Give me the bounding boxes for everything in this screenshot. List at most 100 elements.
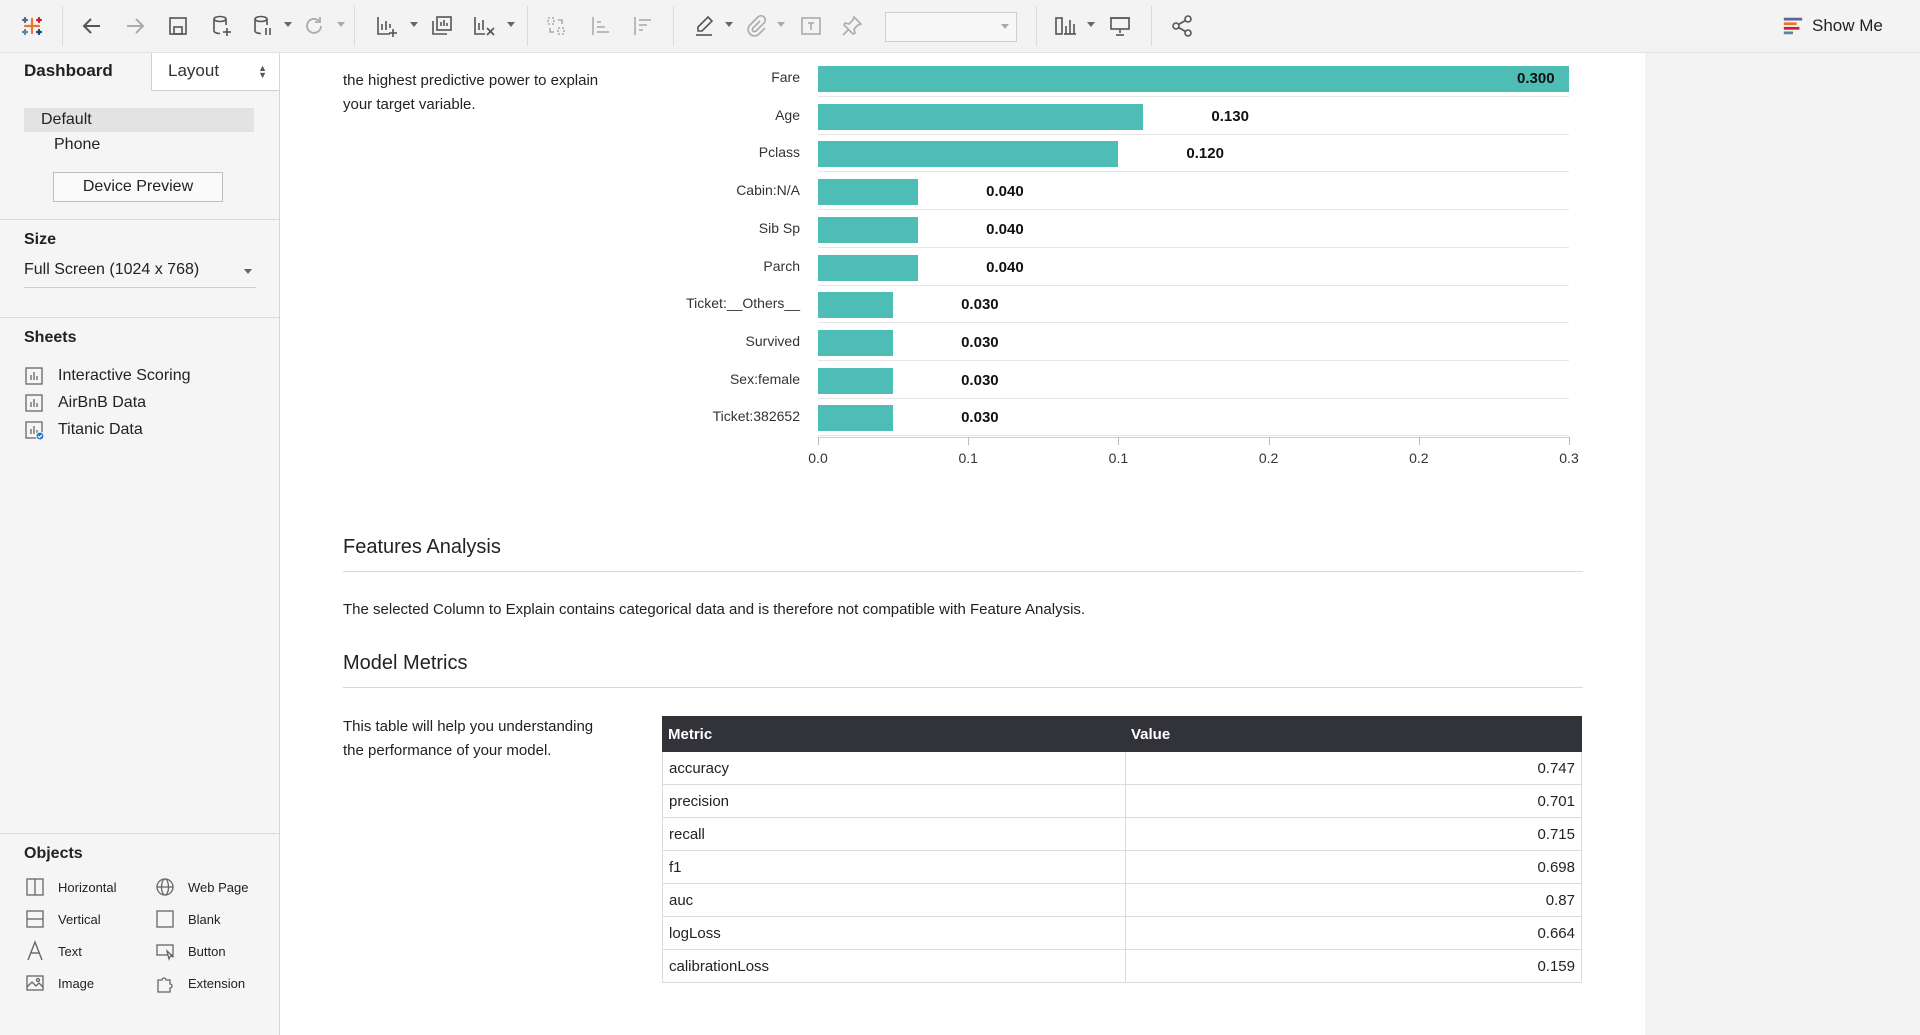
table-row[interactable]: recall 0.715 xyxy=(662,817,1582,851)
labels-icon[interactable] xyxy=(795,10,827,42)
x-axis-tick-label: 0.1 xyxy=(958,450,978,466)
metric-cell: logLoss xyxy=(662,916,1126,950)
show-cards-dropdown-icon[interactable] xyxy=(1087,22,1095,27)
new-worksheet-dropdown-icon[interactable] xyxy=(410,22,418,27)
pause-updates-icon[interactable] xyxy=(246,10,278,42)
tableau-logo-icon[interactable] xyxy=(16,10,48,42)
chart-bar[interactable] xyxy=(818,254,919,281)
table-row[interactable]: f1 0.698 xyxy=(662,850,1582,884)
worksheet-icon xyxy=(25,394,43,412)
chart-bar[interactable] xyxy=(818,141,1119,168)
undo-icon[interactable] xyxy=(76,10,108,42)
sort-ascending-icon[interactable] xyxy=(584,10,616,42)
bar-value-label: 0.040 xyxy=(986,220,1024,238)
table-row[interactable]: auc 0.87 xyxy=(662,883,1582,917)
chart-bar[interactable] xyxy=(818,179,919,206)
bar-category-label: Pclass xyxy=(758,144,800,161)
clear-sheet-dropdown-icon[interactable] xyxy=(507,22,515,27)
value-cell: 0.701 xyxy=(1125,784,1582,818)
chart-bar[interactable] xyxy=(818,329,894,356)
x-axis-tick-label: 0.0 xyxy=(808,450,828,466)
sheets-heading: Sheets xyxy=(24,329,77,346)
chart-bar[interactable] xyxy=(818,216,919,243)
new-data-source-icon[interactable] xyxy=(205,10,237,42)
sheet-item-interactive-scoring[interactable]: Interactive Scoring xyxy=(24,364,191,388)
clear-sheet-icon[interactable] xyxy=(468,10,500,42)
chart-bar[interactable] xyxy=(818,367,894,394)
device-preview-button[interactable]: Device Preview xyxy=(53,172,223,202)
sheet-item-airbnb-data[interactable]: AirBnB Data xyxy=(24,391,146,415)
object-text[interactable]: Text xyxy=(24,939,82,963)
size-select[interactable]: Full Screen (1024 x 768) xyxy=(24,261,256,288)
refresh-icon[interactable] xyxy=(298,10,330,42)
globe-icon xyxy=(156,878,174,896)
x-axis-line xyxy=(818,437,1569,438)
x-axis-tick xyxy=(968,437,970,445)
divider xyxy=(0,317,279,318)
table-row[interactable]: logLoss 0.664 xyxy=(662,916,1582,950)
model-metrics-title: Model Metrics xyxy=(343,652,468,674)
group-dropdown-icon[interactable] xyxy=(777,22,785,27)
row-gridline xyxy=(818,133,1569,135)
share-icon[interactable] xyxy=(1166,10,1198,42)
tab-dashboard[interactable]: Dashboard xyxy=(24,61,113,80)
swap-icon[interactable] xyxy=(540,10,572,42)
features-analysis-text: The selected Column to Explain contains … xyxy=(343,601,1086,618)
duplicate-sheet-icon[interactable] xyxy=(426,10,458,42)
metric-cell: precision xyxy=(662,784,1126,818)
presentation-mode-icon[interactable] xyxy=(1104,10,1136,42)
objects-heading: Objects xyxy=(24,845,83,862)
device-default[interactable]: Default xyxy=(24,108,254,132)
bar-value-label: 0.300 xyxy=(1517,70,1555,87)
sheet-item-titanic-data[interactable]: Titanic Data xyxy=(24,418,143,442)
bar-value-label: 0.030 xyxy=(961,296,999,314)
text-icon xyxy=(27,940,43,961)
pause-updates-dropdown-icon[interactable] xyxy=(284,22,292,27)
chart-bar[interactable] xyxy=(818,66,1569,92)
highlight-dropdown-icon[interactable] xyxy=(725,22,733,27)
group-icon[interactable] xyxy=(740,10,772,42)
fix-axes-icon[interactable] xyxy=(836,10,868,42)
fit-select[interactable] xyxy=(885,12,1017,42)
object-horizontal[interactable]: Horizontal xyxy=(24,875,117,899)
sort-descending-icon[interactable] xyxy=(626,10,658,42)
show-me-button[interactable]: Show Me xyxy=(1782,14,1883,38)
x-axis-tick xyxy=(818,437,819,445)
column-header-metric[interactable]: Metric xyxy=(662,716,1126,752)
object-button[interactable]: Button xyxy=(154,939,226,963)
worksheet-in-use-icon xyxy=(25,421,44,440)
chart-bar[interactable] xyxy=(818,103,1144,130)
object-image[interactable]: Image xyxy=(24,971,94,995)
canvas-margin xyxy=(1645,53,1920,1035)
bar-category-label: Age xyxy=(775,106,800,123)
refresh-dropdown-icon[interactable] xyxy=(337,22,345,27)
bar-value-label: 0.040 xyxy=(986,183,1024,201)
object-extension[interactable]: Extension xyxy=(154,971,245,995)
tab-layout[interactable]: Layout ▲ ▼ xyxy=(151,53,279,91)
object-web-page[interactable]: Web Page xyxy=(154,875,248,899)
table-row[interactable]: calibrationLoss 0.159 xyxy=(662,949,1582,983)
column-header-value[interactable]: Value xyxy=(1125,716,1582,752)
metrics-table: Metric Value accuracy 0.747 precision 0.70… xyxy=(662,716,1582,983)
new-worksheet-icon[interactable] xyxy=(370,10,402,42)
object-blank[interactable]: Blank xyxy=(154,907,221,931)
x-axis-tick xyxy=(1118,437,1120,445)
side-panel: Dashboard Layout ▲ ▼ Default Phone Device… xyxy=(0,53,280,1035)
table-row[interactable]: accuracy 0.747 xyxy=(662,751,1582,785)
device-phone[interactable]: Phone xyxy=(54,136,101,153)
object-vertical[interactable]: Vertical xyxy=(24,907,101,931)
x-axis-tick-label: 0.3 xyxy=(1559,450,1579,466)
highlight-icon[interactable] xyxy=(688,10,720,42)
table-row[interactable]: precision 0.701 xyxy=(662,784,1582,818)
bar-value-label: 0.030 xyxy=(961,333,999,351)
show-cards-icon[interactable] xyxy=(1050,10,1082,42)
chart-bar[interactable] xyxy=(818,292,894,319)
row-gridline xyxy=(818,246,1569,248)
button-icon xyxy=(156,944,174,961)
value-cell: 0.664 xyxy=(1125,916,1582,950)
redo-icon[interactable] xyxy=(119,10,151,42)
value-cell: 0.159 xyxy=(1125,949,1582,983)
chart-bar[interactable] xyxy=(818,405,894,432)
sheet-label: AirBnB Data xyxy=(58,394,147,411)
save-icon[interactable] xyxy=(162,10,194,42)
